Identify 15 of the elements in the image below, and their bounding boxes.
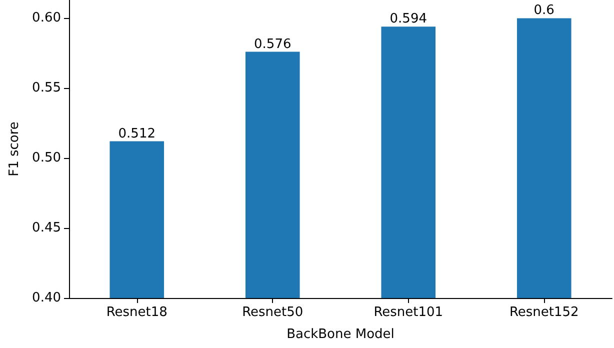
- y-tick-label: 0.50: [32, 150, 61, 166]
- y-tick-label: 0.45: [32, 220, 61, 236]
- data-label: 0.512: [118, 126, 156, 142]
- y-tick-label: 0.60: [32, 10, 61, 26]
- x-tick-label: Resnet101: [374, 305, 444, 320]
- x-tick-label: Resnet18: [106, 305, 168, 320]
- y-axis-title: F1 score: [7, 122, 22, 176]
- data-label: 0.6: [534, 3, 554, 18]
- x-tick-label: Resnet50: [242, 305, 304, 320]
- data-label: 0.594: [390, 12, 427, 27]
- x-axis-title: BackBone Model: [286, 327, 394, 342]
- y-tick-label: 0.40: [32, 290, 61, 306]
- x-tick-label: Resnet152: [509, 305, 579, 320]
- y-tick-label: 0.55: [32, 80, 61, 96]
- data-label: 0.576: [254, 36, 292, 52]
